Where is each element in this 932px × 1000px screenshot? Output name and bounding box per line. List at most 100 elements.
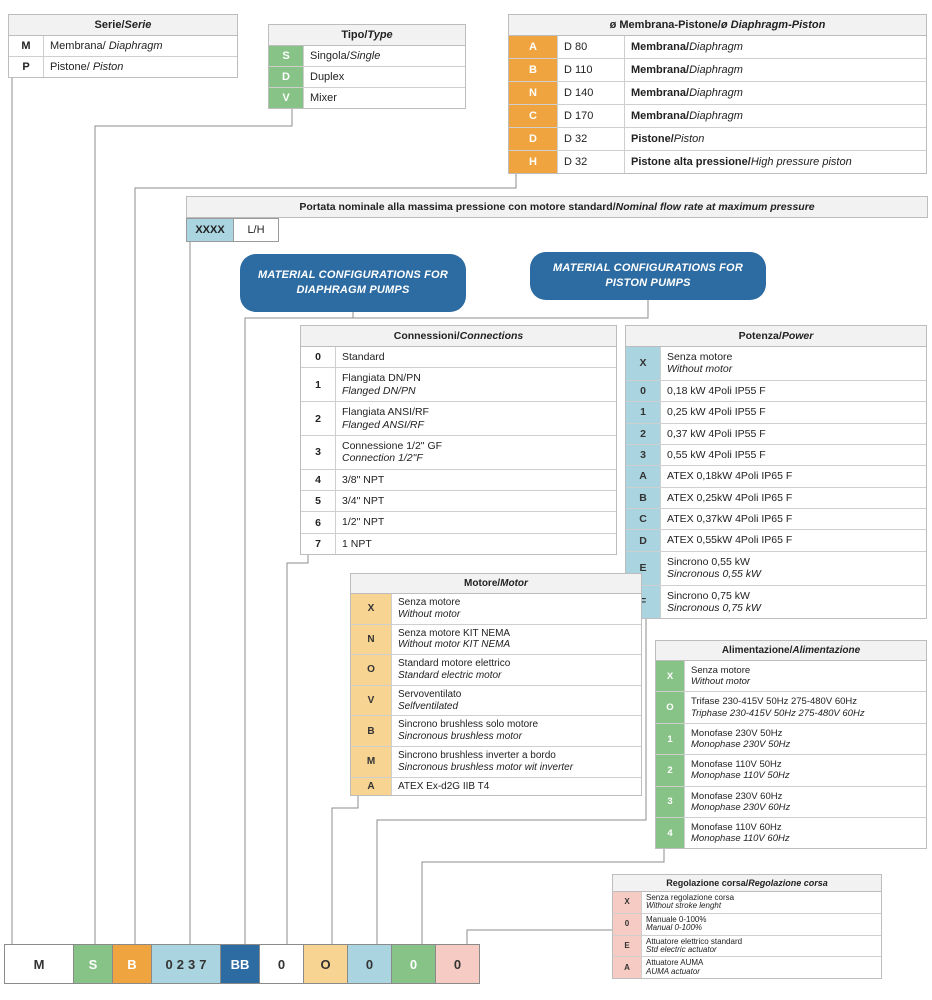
power-row: 2 0,37 kW 4Poli IP55 F <box>626 423 926 445</box>
code-cell: 1 <box>626 402 661 423</box>
code-cell: 4 <box>301 469 336 490</box>
code-cell: A <box>613 957 642 979</box>
code-cell: 3 <box>656 786 685 818</box>
example-code-cell: 0 <box>435 944 480 984</box>
code-cell: M <box>351 746 392 777</box>
power-row: E Sincrono 0,55 kW Sincronous 0,55 kW <box>626 551 926 586</box>
serie-table: Serie/Serie M Membrana/ Diaphragm P Pist… <box>8 14 238 78</box>
diameter-table-title: ø Membrana-Pistone/ø Diaphragm-Piston <box>509 15 926 36</box>
tipo-row: S Singola/Single <box>269 46 465 67</box>
example-code-cell: O <box>303 944 348 984</box>
connector-line-motor <box>331 780 359 944</box>
desc-cell: 0,37 kW 4Poli IP55 F <box>667 427 766 440</box>
desc-cell: Flangiata DN/PN Flanged DN/PN <box>342 372 421 397</box>
desc-cell: 0,55 kW 4Poli IP55 F <box>667 448 766 461</box>
diameter-row: A D 80 Membrana/Diaphragm <box>509 36 926 59</box>
diameter-row: H D 32 Pistone alta pressione/High press… <box>509 151 926 173</box>
motor-row: O Standard motore elettrico Standard elec… <box>351 655 641 686</box>
example-code-row: M S B 0237 BB 0 O 0 0 0 <box>4 944 480 984</box>
title-italian: Motore/ <box>464 578 501 589</box>
desc-cell: 0,18 kW 4Poli IP55 F <box>667 384 766 397</box>
code-cell: 2 <box>626 423 661 444</box>
title-english: Connections <box>459 330 524 342</box>
desc-cell: Membrana/Diaphragm <box>631 87 743 99</box>
connections-table: Connessioni/Connections 0 Standard 1 Fla… <box>300 325 617 556</box>
desc-cell: Senza motore Without motor <box>667 351 733 376</box>
connections-row: 5 3/4" NPT <box>301 491 616 513</box>
code-cell: A <box>509 36 558 58</box>
tipo-row: V Mixer <box>269 88 465 108</box>
connector-line-stroke <box>466 929 640 944</box>
stroke-table-title: Regolazione corsa/Regolazione corsa <box>613 875 881 892</box>
code-cell: 2 <box>656 755 685 786</box>
connections-row: 0 Standard <box>301 347 616 369</box>
power-row: B ATEX 0,25kW 4Poli IP65 F <box>626 487 926 509</box>
code-cell: 2 <box>301 402 336 435</box>
title-italian: Portata nominale alla massima pressione … <box>299 201 616 213</box>
desc-cell: Senza motore Without motor <box>398 597 461 620</box>
code-cell: 5 <box>301 491 336 512</box>
example-code-cell: 0 <box>259 944 304 984</box>
connector-line-power <box>376 580 647 944</box>
code-cell: C <box>509 105 558 127</box>
supply-row: 4 Monofase 110V 60Hz Monophase 110V 60Hz <box>656 818 926 849</box>
serie-row: P Pistone/ Piston <box>9 57 237 77</box>
supply-table-title: Alimentazione/Alimentazione <box>656 641 926 661</box>
stroke-row: X Senza regolazione corsa Without stroke … <box>613 892 881 914</box>
desc-cell: Monofase 110V 50Hz Monophase 110V 50Hz <box>691 759 790 782</box>
desc-cell: Attuatore AUMA AUMA actuator <box>646 958 704 976</box>
flow-rate-header: Portata nominale alla massima pressione … <box>186 196 928 218</box>
diameter-row: B D 110 Membrana/Diaphragm <box>509 59 926 82</box>
power-row: A ATEX 0,18kW 4Poli IP65 F <box>626 466 926 488</box>
desc-cell: Membrana/Diaphragm <box>631 41 743 53</box>
desc-cell: Sincrono 0,75 kW Sincronous 0,75 kW <box>667 589 761 614</box>
desc-cell: 3/8" NPT <box>342 473 385 486</box>
code-cell: O <box>656 692 685 723</box>
code-cell: B <box>626 487 661 508</box>
code-cell: N <box>351 624 392 655</box>
code-cell: D <box>626 530 661 551</box>
connections-row: 7 1 NPT <box>301 533 616 555</box>
desc-cell: ATEX 0,18kW 4Poli IP65 F <box>667 470 793 483</box>
desc-cell: Mixer <box>310 92 337 104</box>
example-code-cell: BB <box>220 944 260 984</box>
example-code-cell: M <box>4 944 74 984</box>
code-cell: S <box>269 46 304 66</box>
size-cell: D 140 <box>558 82 625 104</box>
stroke-row: 0 Manuale 0-100% Manual 0-100% <box>613 913 881 936</box>
supply-row: O Trifase 230-415V 50Hz 275-480V 60Hz Tri… <box>656 692 926 724</box>
code-cell: V <box>351 685 392 716</box>
motor-table-title: Motore/Motor <box>351 574 641 594</box>
connector-line-tipo <box>94 95 293 944</box>
code-cell: A <box>351 777 392 796</box>
stroke-row: A Attuatore AUMA AUMA actuator <box>613 957 881 979</box>
connector-line-connections <box>286 540 309 944</box>
example-code-cell: 0237 <box>151 944 221 984</box>
tipo-table: Tipo/Type S Singola/Single D Duplex V Mi… <box>268 24 466 109</box>
connections-row: 3 Connessione 1/2" GF Connection 1/2"F <box>301 435 616 470</box>
motor-row: X Senza motore Without motor <box>351 594 641 625</box>
title-english: Nominal flow rate at maximum pressure <box>615 201 815 213</box>
supply-row: 3 Monofase 230V 60Hz Monophase 230V 60Hz <box>656 786 926 819</box>
motor-row: B Sincrono brushless solo motore Sincrono… <box>351 716 641 747</box>
desc-cell: Membrana/ Diaphragm <box>50 40 163 52</box>
example-code-cell: B <box>112 944 152 984</box>
serie-row: M Membrana/ Diaphragm <box>9 36 237 57</box>
desc-cell: Monofase 230V 50Hz Monophase 230V 50Hz <box>691 727 791 751</box>
code-cell: 3 <box>301 435 336 469</box>
stroke-row: E Attuatore elettrico standard Std electr… <box>613 935 881 958</box>
code-cell: 3 <box>626 444 661 466</box>
desc-cell: 1 NPT <box>342 537 372 550</box>
connections-row: 4 3/8" NPT <box>301 469 616 491</box>
supply-row: X Senza motore Without motor <box>656 661 926 693</box>
title-italian: Regolazione corsa/ <box>666 878 749 888</box>
desc-cell: Sincrono 0,55 kW Sincronous 0,55 kW <box>667 555 761 581</box>
desc-cell: ATEX Ex-d2G IIB T4 <box>398 780 490 792</box>
code-cell: 0 <box>626 380 661 402</box>
power-table: Potenza/Power X Senza motore Without moto… <box>625 325 927 620</box>
serie-table-title: Serie/Serie <box>9 15 237 36</box>
connections-row: 6 1/2" NPT <box>301 512 616 534</box>
code-cell: O <box>351 655 392 685</box>
desc-cell: Monofase 110V 60Hz Monophase 110V 60Hz <box>691 822 790 845</box>
